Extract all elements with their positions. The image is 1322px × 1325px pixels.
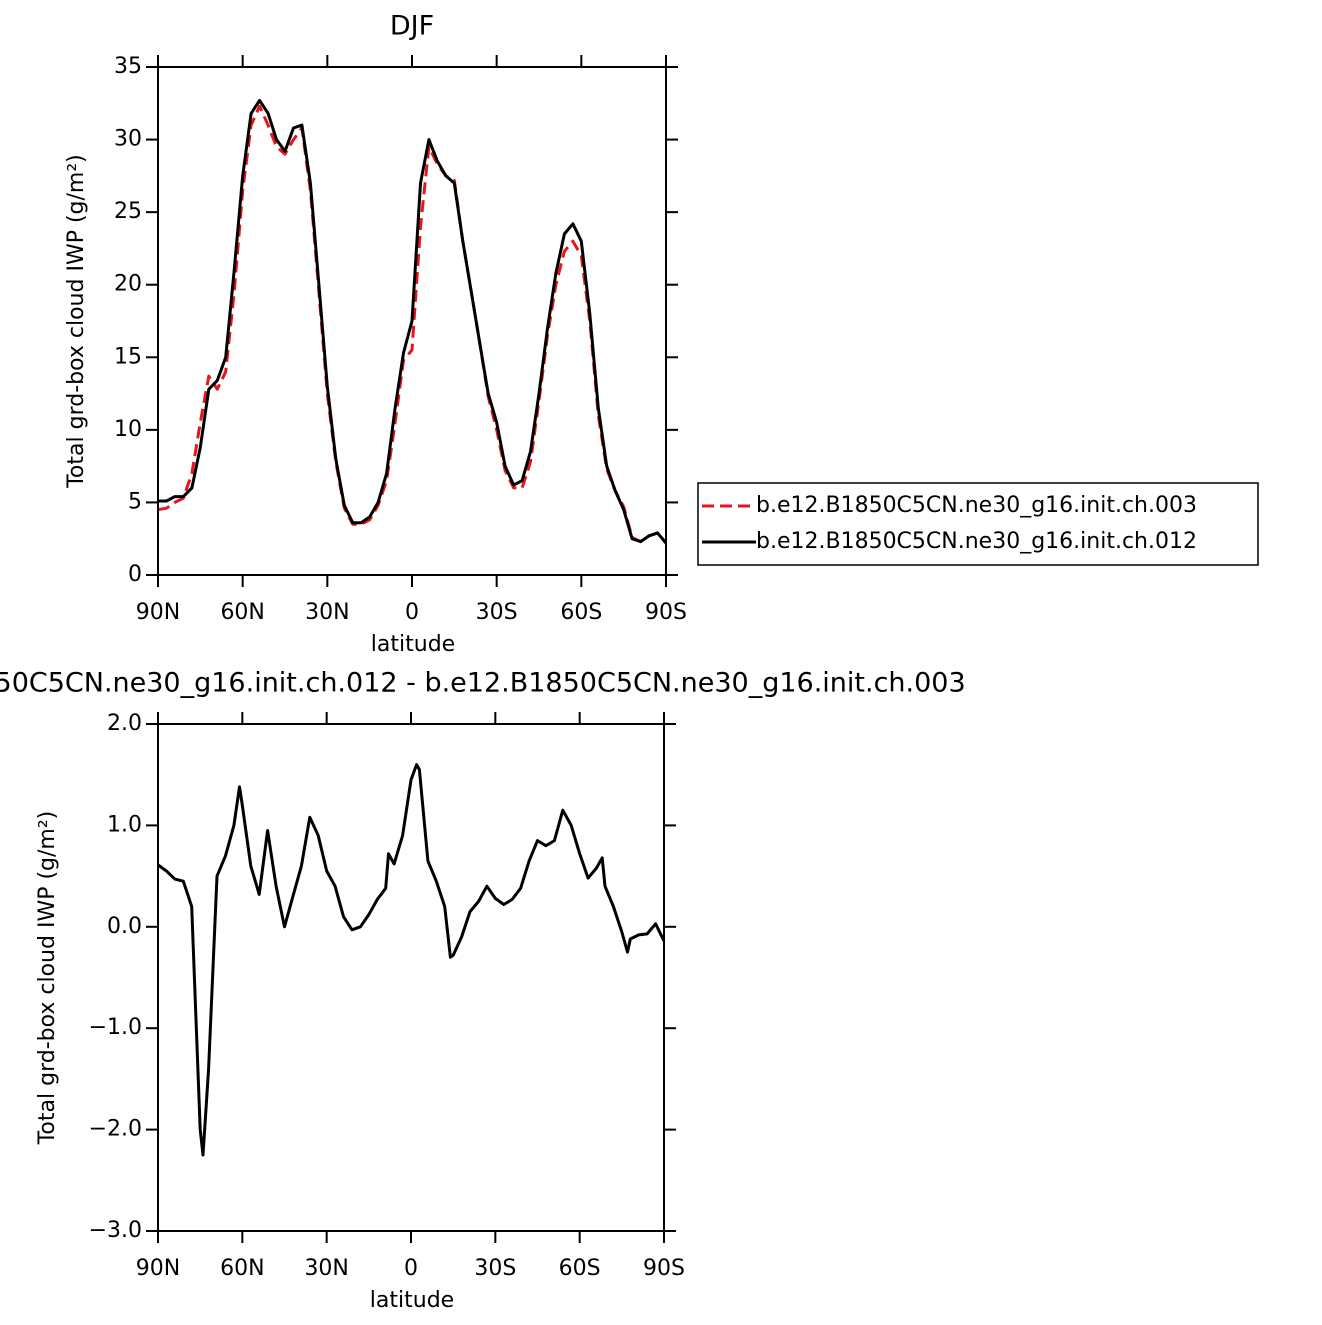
data-line (157, 763, 666, 1157)
y-axis-label: Total grd-box cloud IWP (g/m²) (35, 811, 60, 1146)
x-tick-label: 90N (136, 600, 180, 625)
y-tick-label: 10 (114, 417, 142, 442)
y-tick-label: −1.0 (89, 1015, 142, 1040)
y-tick-label: 5 (128, 489, 142, 514)
y-tick-label: −2.0 (89, 1117, 142, 1142)
x-tick-label: 30N (304, 1256, 348, 1281)
x-tick-label: 30S (476, 600, 518, 625)
y-tick-label: 25 (114, 199, 142, 224)
x-tick-label: 30N (305, 600, 349, 625)
y-tick-label: 0 (128, 562, 142, 587)
x-tick-label: 30S (474, 1256, 516, 1281)
chart-title: DJF (390, 11, 434, 42)
x-tick-label: 60S (560, 600, 602, 625)
x-tick-label: 90S (645, 600, 687, 625)
x-tick-label: 90S (643, 1256, 685, 1281)
y-tick-label: 35 (114, 54, 142, 79)
x-axis-label: latitude (370, 1288, 454, 1313)
chart-title: b.e12.B1850C5CN.ne30_g16.init.ch.012 - b… (0, 668, 966, 699)
legend-label: b.e12.B1850C5CN.ne30_g16.init.ch.003 (756, 493, 1197, 518)
y-axis-label: Total grd-box cloud IWP (g/m²) (64, 154, 89, 489)
plot-frame (157, 66, 667, 576)
y-tick-label: 30 (114, 127, 142, 152)
x-tick-label: 90N (136, 1256, 180, 1281)
x-tick-label: 0 (405, 600, 419, 625)
legend-label: b.e12.B1850C5CN.ne30_g16.init.ch.012 (756, 529, 1197, 554)
x-tick-label: 60S (559, 1256, 601, 1281)
x-tick-label: 60N (220, 1256, 264, 1281)
x-axis-label: latitude (371, 632, 455, 657)
y-tick-label: 2.0 (107, 711, 142, 736)
data-line (158, 98, 668, 545)
y-tick-label: −3.0 (89, 1218, 142, 1243)
y-tick-label: 15 (114, 344, 142, 369)
x-tick-label: 0 (404, 1256, 418, 1281)
y-tick-label: 1.0 (107, 812, 142, 837)
y-tick-label: 0.0 (107, 914, 142, 939)
plot-frame (157, 723, 665, 1232)
y-tick-label: 20 (114, 272, 142, 297)
legend-box (697, 482, 1259, 566)
legend: b.e12.B1850C5CN.ne30_g16.init.ch.003 b.e1… (697, 482, 1259, 566)
x-tick-label: 60N (220, 600, 264, 625)
